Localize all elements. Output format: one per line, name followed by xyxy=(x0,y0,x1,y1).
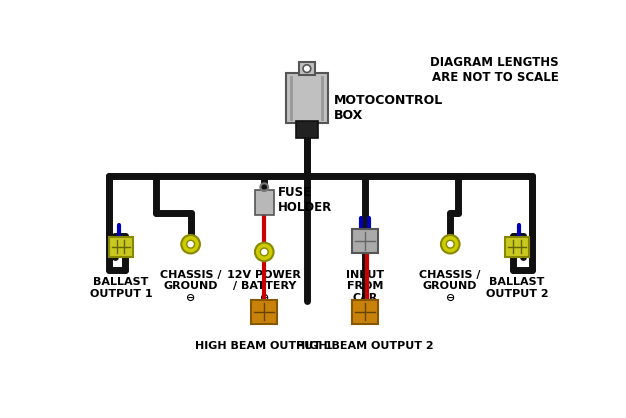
FancyBboxPatch shape xyxy=(352,301,378,324)
Circle shape xyxy=(255,243,274,261)
Circle shape xyxy=(187,240,195,248)
Circle shape xyxy=(441,235,459,253)
FancyBboxPatch shape xyxy=(251,301,277,324)
Circle shape xyxy=(260,248,268,256)
Text: CHASSIS /
GROUND
⊖: CHASSIS / GROUND ⊖ xyxy=(419,270,481,303)
FancyBboxPatch shape xyxy=(352,229,378,253)
Circle shape xyxy=(182,235,200,253)
Text: BALLAST
OUTPUT 2: BALLAST OUTPUT 2 xyxy=(486,277,548,299)
Text: MOTOCONTROL
BOX: MOTOCONTROL BOX xyxy=(334,94,443,122)
FancyBboxPatch shape xyxy=(110,237,133,257)
Circle shape xyxy=(446,240,454,248)
Text: DIAGRAM LENGTHS
ARE NOT TO SCALE: DIAGRAM LENGTHS ARE NOT TO SCALE xyxy=(430,56,559,84)
Text: 12V POWER
/ BATTERY
⊕: 12V POWER / BATTERY ⊕ xyxy=(227,270,301,303)
Text: CHASSIS /
GROUND
⊖: CHASSIS / GROUND ⊖ xyxy=(160,270,222,303)
Text: BALLAST
OUTPUT 1: BALLAST OUTPUT 1 xyxy=(90,277,152,299)
Text: FUSE
HOLDER: FUSE HOLDER xyxy=(278,186,332,214)
FancyBboxPatch shape xyxy=(286,73,328,122)
Text: HIGH BEAM OUTPUT 2: HIGH BEAM OUTPUT 2 xyxy=(296,341,434,351)
Text: HIGH BEAM OUTPUT 1: HIGH BEAM OUTPUT 1 xyxy=(195,341,333,351)
FancyBboxPatch shape xyxy=(255,190,274,215)
FancyBboxPatch shape xyxy=(505,237,528,257)
Circle shape xyxy=(303,65,310,72)
FancyBboxPatch shape xyxy=(299,62,315,75)
Text: INPUT
FROM
CAR: INPUT FROM CAR xyxy=(346,270,384,303)
FancyBboxPatch shape xyxy=(296,121,318,138)
